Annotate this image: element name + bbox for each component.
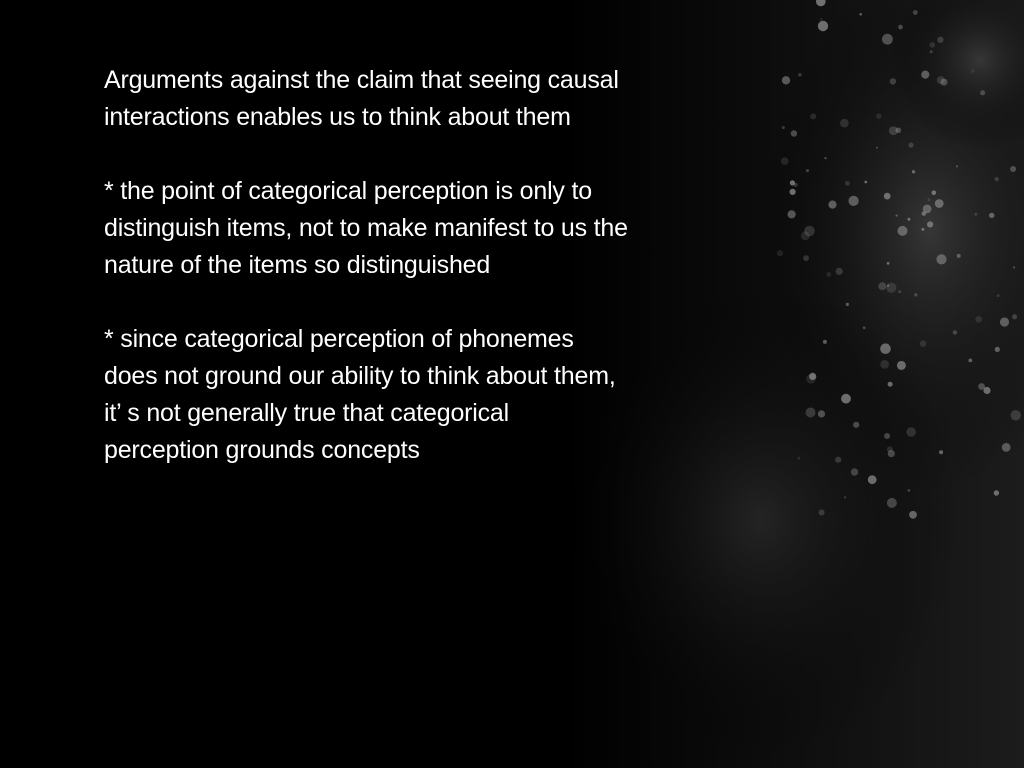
bullet-line: * the point of categorical perception is… <box>104 177 592 205</box>
slide-body: Arguments against the claim that seeing … <box>104 62 784 506</box>
bullet-line: it’ s not generally true that categorica… <box>104 399 509 427</box>
bullet-line: * since categorical perception of phonem… <box>104 325 574 353</box>
bullet-point: * the point of categorical perception is… <box>104 173 784 284</box>
bullet-point: * since categorical perception of phonem… <box>104 321 784 469</box>
bullet-line: does not ground our ability to think abo… <box>104 362 616 390</box>
heading-line: Arguments against the claim that seeing … <box>104 66 619 94</box>
slide-heading: Arguments against the claim that seeing … <box>104 62 784 136</box>
bullet-line: distinguish items, not to make manifest … <box>104 214 628 242</box>
bullet-line: perception grounds concepts <box>104 436 420 464</box>
bullet-line: nature of the items so distinguished <box>104 251 491 279</box>
heading-line: interactions enables us to think about t… <box>104 103 571 131</box>
